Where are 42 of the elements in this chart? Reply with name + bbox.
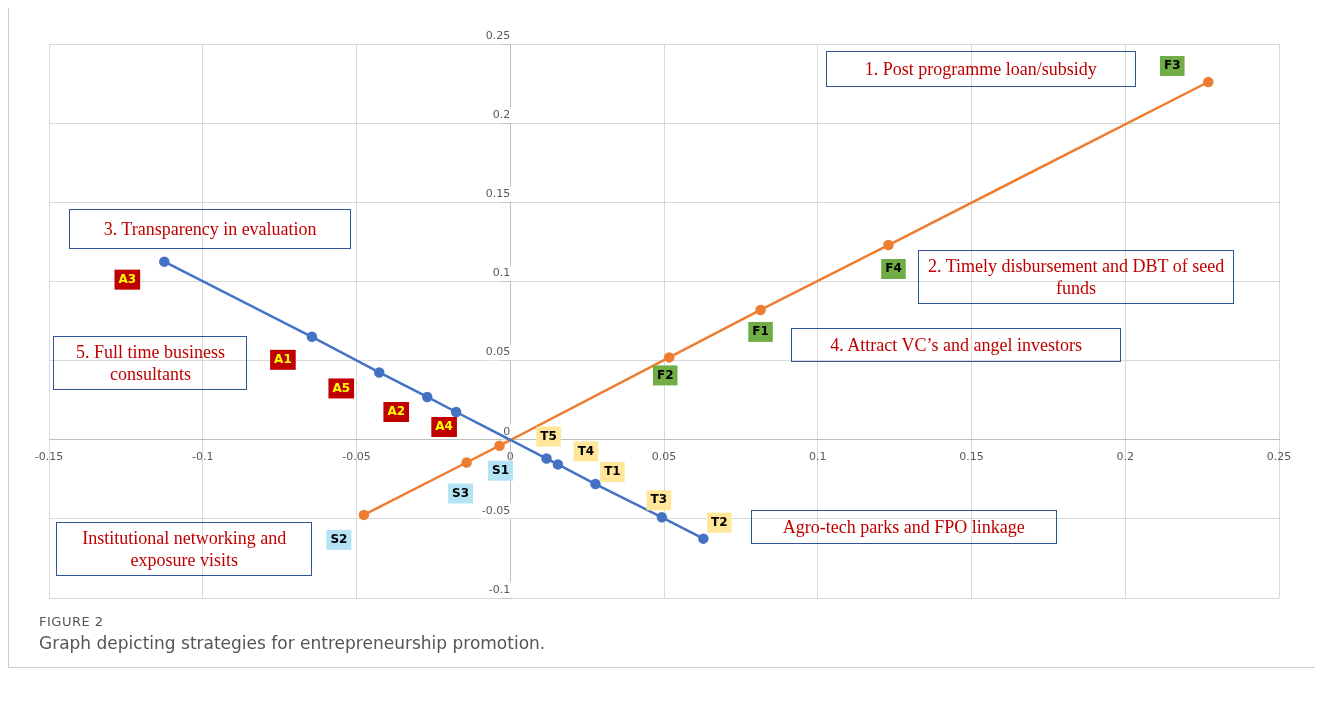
y-tick-label: -0.1 [488,582,511,596]
x-tick-label: 0.1 [809,450,827,464]
annotation: A5 [332,380,351,395]
annotation: T3 [650,492,668,507]
x-tick-label: 0.2 [1116,450,1134,464]
y-tick-label: 0.2 [492,108,511,121]
text: Graph depicting strategies for entrepreneurship promotion. [39,633,547,653]
x-tick-label: -0.1 [192,450,214,464]
y-tick-label: -0.05 [481,503,511,517]
y-tick-label: 0.25 [485,28,511,42]
annotation: Agro-tech parks and FPO linkage [750,509,1057,544]
annotation: A1 [274,351,292,366]
annotation: A2 [387,404,406,419]
annotation: F1 [752,324,769,339]
annotation: 1. Post programme loan/subsidy [825,51,1136,88]
annotation: T5 [540,428,557,443]
x-tick-label: 0.05 [651,450,677,464]
annotation: Institutional networking and exposure visits [56,522,313,577]
y-tick-label: 0 [503,424,511,438]
text: FIGURE 2 [39,614,105,629]
annotation: F4 [885,261,902,276]
x-tick-label: 0.15 [959,450,984,464]
annotation: 3. Transparency in evaluation [69,209,352,250]
annotation: 5. Full time business consultants [53,336,248,391]
x-tick-label: -0.05 [342,450,371,464]
x-tick-label: 0.25 [1266,450,1292,464]
annotation: T2 [711,514,728,529]
annotation: S2 [330,532,348,547]
annotation: T4 [577,443,595,458]
annotation: S1 [491,462,509,477]
y-tick-label: 0.1 [492,266,511,280]
annotation: A4 [435,419,453,434]
annotation: F3 [1164,58,1181,73]
annotation: A3 [118,271,137,286]
annotation: T1 [604,464,621,479]
annotation: 2. Timely disbursement and DBT of seed funds [918,250,1235,305]
annotation: F2 [656,367,674,382]
annotation: S3 [452,485,470,500]
y-tick-label: 0.15 [485,187,511,201]
y-tick-label: 0.05 [485,345,511,359]
annotation: 4. Attract VC’s and angel investors [791,327,1122,362]
x-tick-label: -0.15 [34,450,64,464]
